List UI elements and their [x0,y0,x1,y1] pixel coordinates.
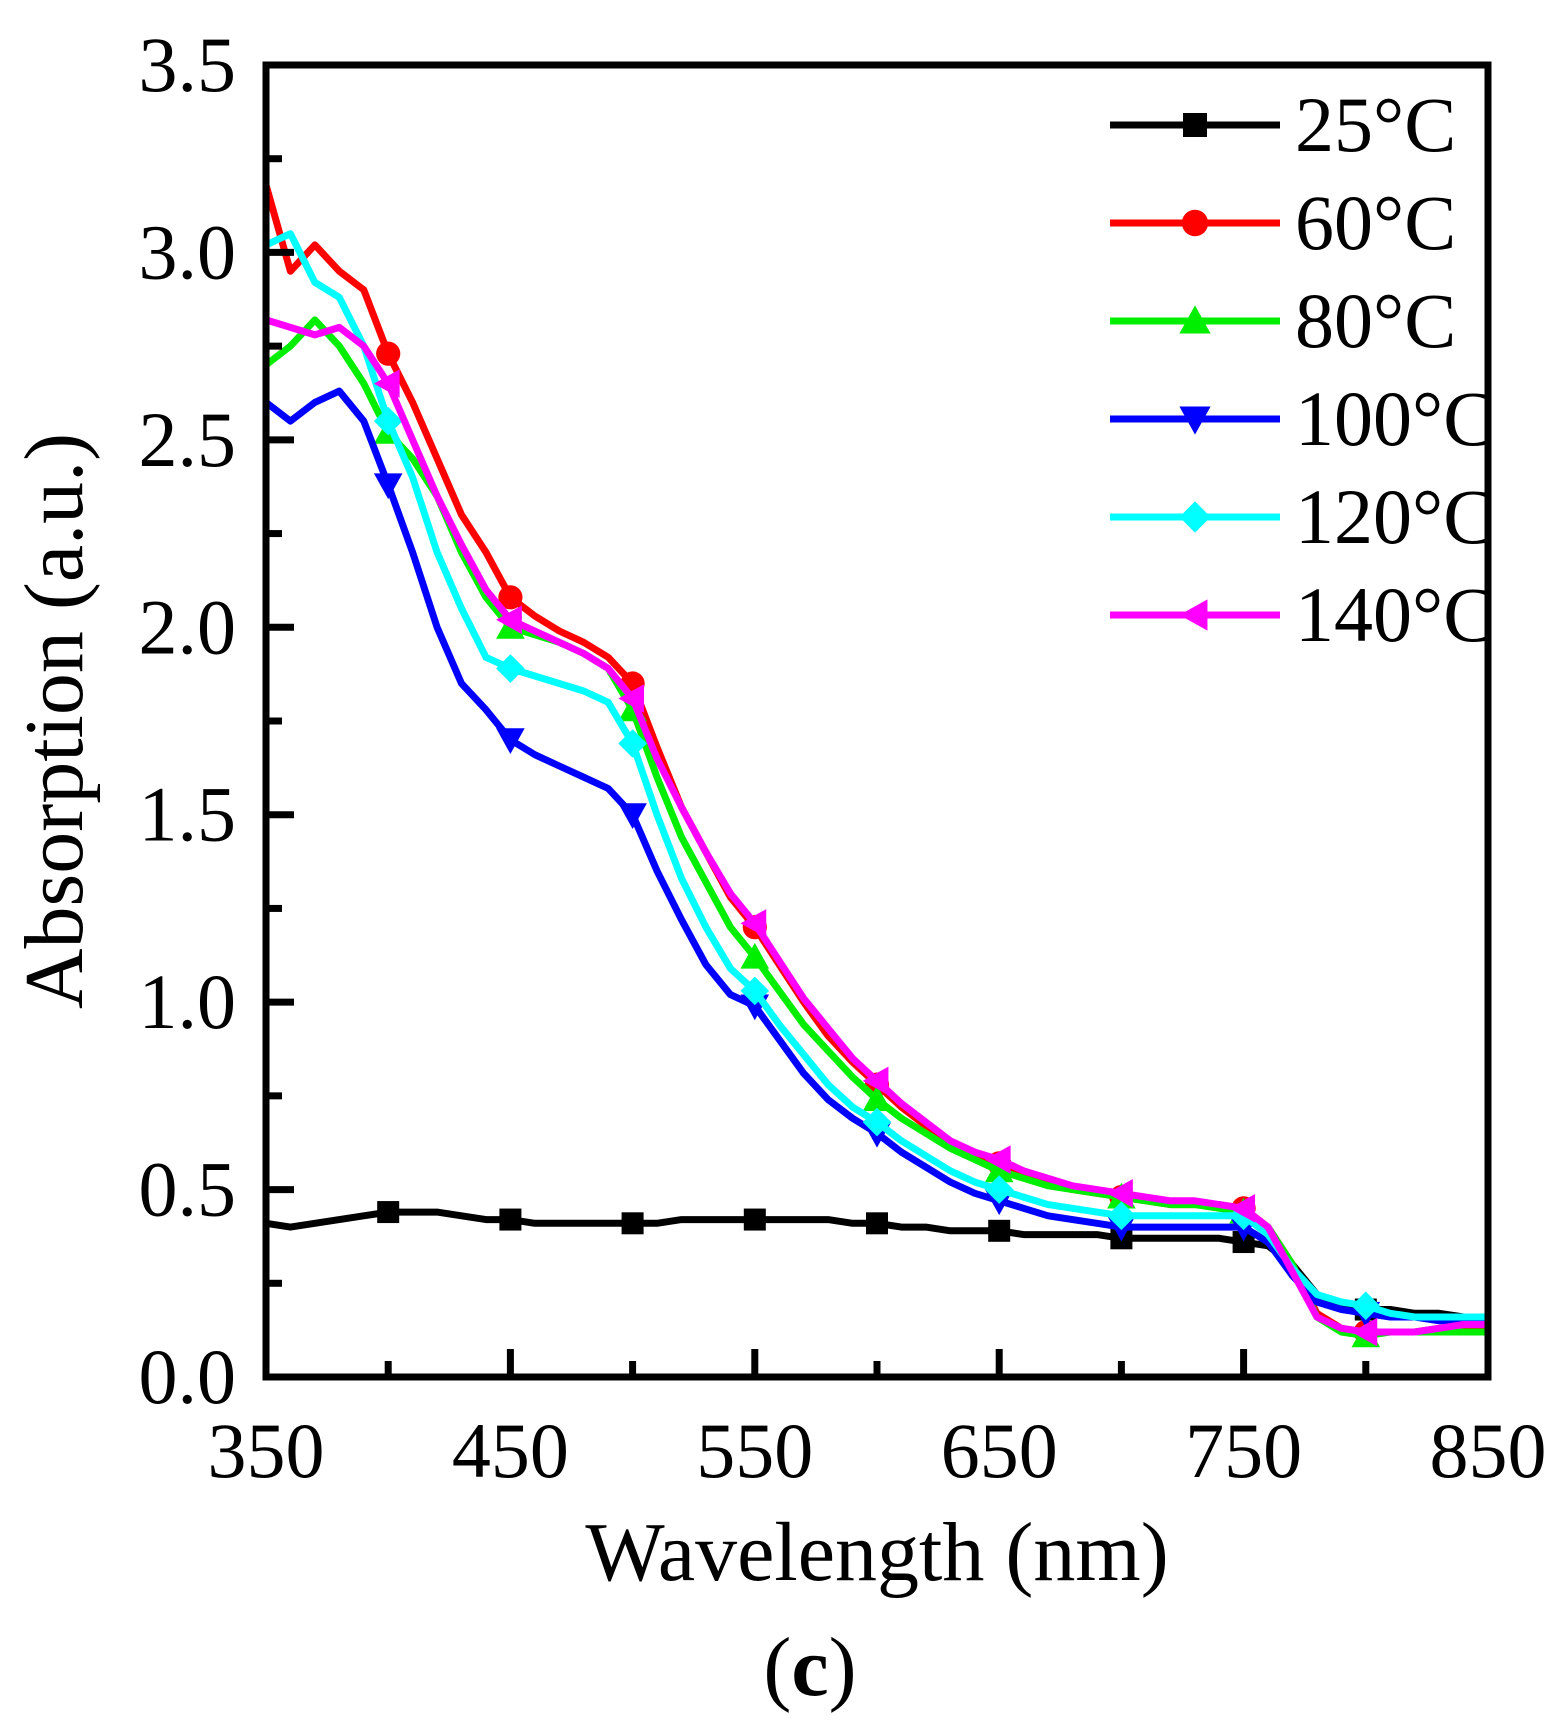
legend-marker [1179,305,1211,334]
y-tick-label: 0.5 [139,1146,237,1233]
legend-item: 25°C [1110,81,1456,168]
legend-marker [1179,406,1211,435]
data-point [862,1107,892,1137]
data-point [984,1156,1014,1183]
legend-item: 80°C [1110,277,1456,364]
data-point [499,1208,522,1231]
data-point [618,803,647,830]
y-tick-label: 3.5 [139,21,237,108]
legend-label: 120°C [1295,473,1495,560]
data-point [618,684,645,713]
data-point [984,1145,1011,1174]
legend-label: 100°C [1295,375,1495,462]
data-point [862,1085,892,1112]
data-point [1229,1194,1256,1223]
y-tick-label: 2.0 [139,583,237,670]
series-0 [265,1201,1488,1321]
legend-item: 100°C [1110,375,1495,462]
panel-label-open: ( [763,1621,791,1714]
x-tick-label: 550 [696,1407,813,1494]
data-point [740,976,770,1006]
x-tick-label: 350 [208,1407,325,1494]
data-point [1107,1179,1133,1208]
data-point [373,406,403,436]
data-point [377,1201,400,1224]
legend-label: 60°C [1295,179,1456,266]
panel-label: (c) [763,1621,856,1714]
legend-label: 140°C [1295,571,1495,658]
data-point [496,654,525,683]
data-point [618,729,647,758]
series-layer [262,184,1488,1348]
series-line [264,316,1488,1336]
data-point [373,473,403,500]
data-point [498,585,523,610]
data-point [740,909,767,938]
legend-item: 140°C [1110,571,1495,658]
legend-marker [1179,501,1211,533]
legend-label: 25°C [1295,81,1456,168]
data-point [1351,1317,1378,1347]
data-point [373,369,400,398]
data-point [984,1175,1014,1204]
legend-marker [1179,599,1208,631]
series-5 [264,316,1488,1347]
tick-layer: 350 450 550 650 750 850 0.0 0.5 1.0 1.5 2.0 2.5 3.0 3… [139,21,1547,1494]
data-point [1232,1231,1255,1254]
y-tick-label: 1.0 [139,958,237,1045]
y-axis-title: Absorption (a.u.) [8,433,101,1009]
x-tick-label: 850 [1430,1407,1547,1494]
data-point [376,341,401,366]
data-point [621,1212,644,1235]
y-tick-label: 3.0 [139,208,237,295]
legend: 25°C 60°C 80°C 100°C 120°C 140°C [1110,81,1495,658]
data-point [496,605,522,635]
data-point [743,1208,766,1231]
panel-label-letter: c [791,1621,828,1714]
data-point [740,942,770,969]
x-tick-label: 750 [1185,1407,1302,1494]
legend-item: 120°C [1110,473,1495,560]
data-point [496,728,525,755]
legend-marker [1183,113,1207,137]
data-point [988,1219,1011,1242]
panel-label-close: ) [829,1621,857,1714]
y-tick-label: 2.5 [139,396,237,483]
data-point [862,1066,889,1096]
data-point [1351,1291,1381,1321]
legend-marker [1181,209,1209,237]
legend-label: 80°C [1295,277,1456,364]
y-tick-label: 0.0 [139,1333,237,1420]
data-point [1107,1201,1136,1231]
legend-item: 60°C [1110,179,1456,266]
x-tick-label: 450 [452,1407,569,1494]
y-tick-label: 1.5 [139,771,237,858]
x-tick-label: 650 [941,1407,1058,1494]
x-axis-title: Wavelength (nm) [585,1506,1168,1599]
data-point [866,1212,888,1235]
